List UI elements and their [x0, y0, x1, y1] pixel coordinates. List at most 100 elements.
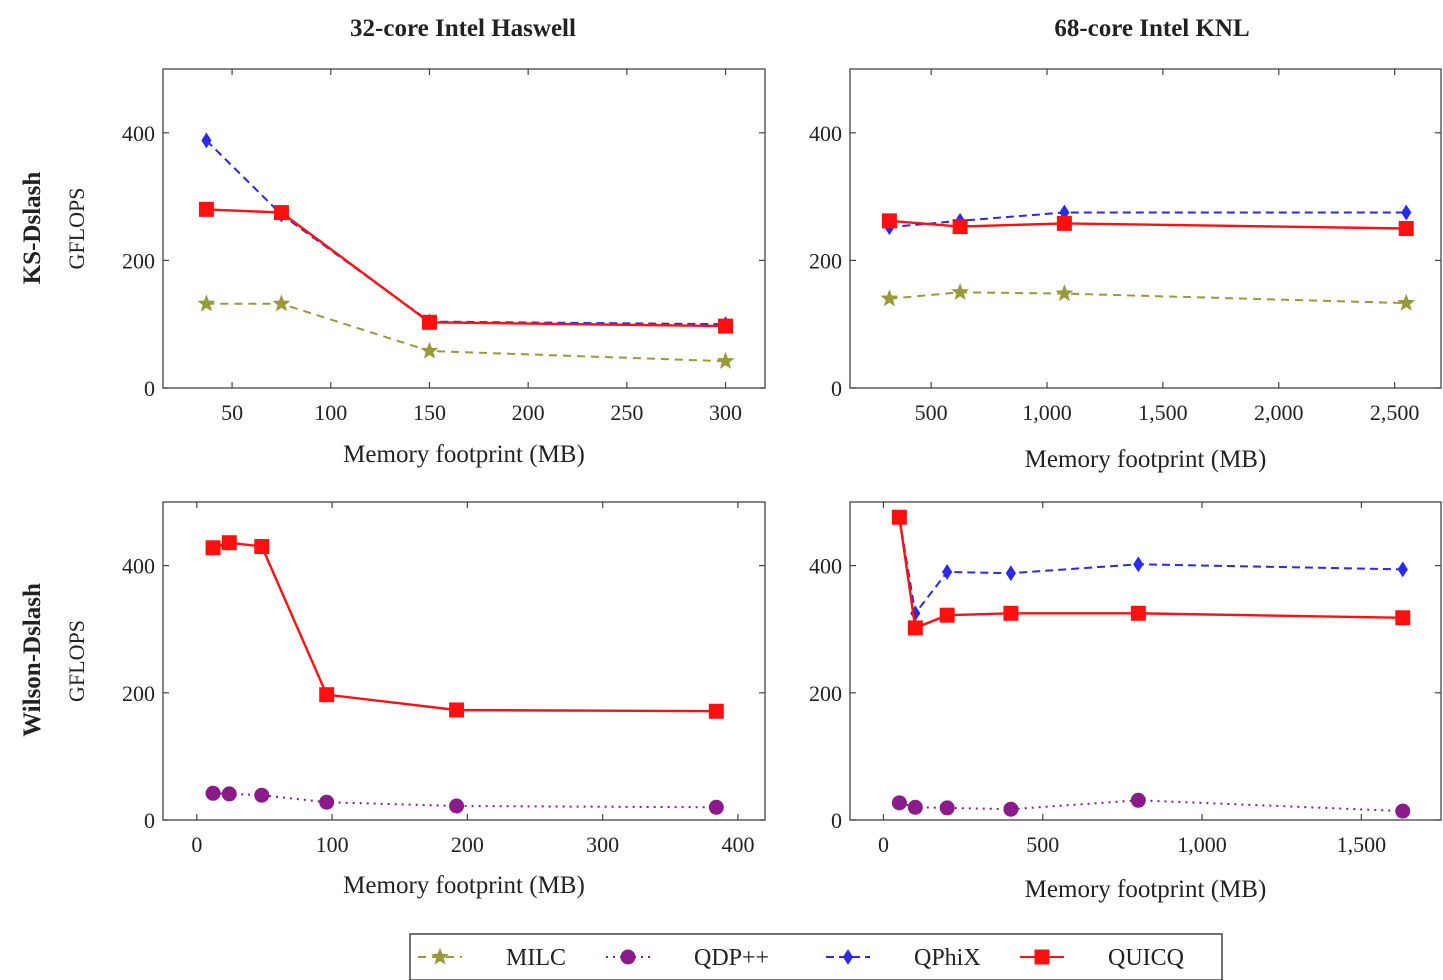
data-point-qphix: [1397, 561, 1408, 578]
legend-label-quicq: QUICQ: [1108, 945, 1184, 971]
y-tick-label: 400: [122, 121, 155, 146]
data-point-qphix: [1133, 556, 1144, 573]
data-point-quicq: [273, 205, 289, 221]
x-tick-label: 150: [413, 400, 446, 425]
data-point-quicq: [708, 703, 724, 719]
data-point-quicq: [1395, 610, 1411, 626]
y-axis-label: GFLOPS: [64, 620, 89, 702]
data-point-qdp: [907, 799, 923, 815]
x-axis-label: Memory footprint (MB): [343, 441, 585, 468]
data-point-milc: [272, 294, 291, 312]
x-tick-label: 300: [709, 400, 742, 425]
y-axis-label: GFLOPS: [64, 188, 89, 270]
data-point-qdp: [891, 795, 907, 811]
data-point-qdp: [205, 785, 221, 801]
legend-label-qdp: QDP++: [694, 945, 769, 971]
y-tick-label: 200: [809, 681, 842, 706]
data-point-milc: [880, 289, 899, 307]
legend-label-milc: MILC: [506, 945, 566, 971]
y-tick-label: 0: [831, 808, 842, 833]
plot-frame: [849, 68, 1442, 389]
data-point-quicq: [254, 539, 270, 555]
column-title-haswell: 32-core Intel Haswell: [350, 15, 576, 42]
series-line-quicq: [889, 219, 1407, 230]
data-point-quicq: [1003, 605, 1019, 621]
y-tick-label: 0: [144, 376, 155, 401]
data-point-quicq: [1398, 221, 1414, 236]
data-point-qdp: [221, 786, 237, 802]
data-point-quicq: [718, 318, 734, 334]
legend: MILC QDP++ QPhiX QUICQ: [409, 933, 1223, 980]
x-tick-label: 400: [721, 832, 754, 857]
x-tick-label: 500: [1026, 832, 1059, 857]
data-point-qdp: [1130, 792, 1146, 808]
series-line-qphix: [889, 211, 1407, 229]
y-tick-label: 200: [122, 248, 155, 273]
series-line-qdp: [899, 799, 1403, 813]
series-line-milc: [889, 291, 1407, 305]
data-point-quicq: [221, 535, 237, 551]
data-point-qdp: [939, 800, 955, 816]
x-axis-label: Memory footprint (MB): [343, 872, 585, 899]
data-point-quicq: [205, 540, 221, 556]
data-point-qdp: [254, 787, 270, 803]
y-tick-label: 200: [809, 248, 842, 273]
data-point-quicq: [421, 314, 437, 330]
data-point-qdp: [319, 794, 335, 810]
y-tick-label: 400: [122, 554, 155, 579]
x-tick-label: 300: [586, 832, 619, 857]
x-tick-label: 0: [878, 832, 889, 857]
x-tick-label: 250: [610, 400, 643, 425]
data-point-milc: [951, 282, 970, 300]
column-title-knl: 68-core Intel KNL: [1054, 15, 1249, 42]
data-point-milc: [420, 341, 439, 359]
data-point-qdp: [449, 798, 465, 814]
data-point-qphix: [1005, 565, 1016, 582]
plot-frame: [849, 501, 1442, 821]
data-point-qphix: [1401, 204, 1412, 221]
data-point-quicq: [891, 509, 907, 525]
data-point-qdp: [1003, 801, 1019, 817]
data-point-milc: [197, 294, 216, 312]
plot-frame: [162, 68, 766, 389]
row-title-ks-dslash: KS-Dslash: [19, 172, 46, 285]
data-point-milc: [1397, 293, 1416, 311]
data-point-quicq: [319, 687, 335, 703]
x-tick-label: 100: [316, 832, 349, 857]
x-tick-label: 1,500: [1337, 832, 1387, 857]
legend-marker-quicq: [1034, 949, 1050, 965]
data-point-qphix: [201, 132, 212, 149]
x-tick-label: 1,000: [1022, 400, 1072, 425]
series-line-qdp: [213, 792, 717, 809]
y-tick-label: 400: [809, 121, 842, 146]
panel-wilson-knl: 0 500 1,000 1,500 0 200 400 Memory footprint (M…: [809, 501, 1442, 903]
x-axis-label: Memory footprint (MB): [1025, 446, 1267, 473]
x-tick-label: 50: [221, 400, 243, 425]
legend-marker-qphix: [842, 949, 854, 965]
x-tick-label: 0: [191, 832, 202, 857]
y-tick-label: 0: [144, 808, 155, 833]
data-point-quicq: [939, 607, 955, 623]
y-tick-label: 400: [809, 554, 842, 579]
x-tick-label: 2,500: [1370, 400, 1420, 425]
data-point-quicq: [881, 213, 897, 229]
data-point-quicq: [907, 620, 923, 636]
panel-wilson-haswell: 0 100 200 300 400 0 200 400 Memory footprint (MB…: [64, 501, 766, 899]
series-line-qphix: [898, 517, 1403, 616]
x-axis-label: Memory footprint (MB): [1025, 876, 1267, 903]
series-line-quicq: [206, 208, 726, 328]
series-line-quicq: [898, 517, 1403, 630]
x-tick-label: 2,000: [1254, 400, 1304, 425]
panel-ks-knl: 500 1,000 1,500 2,000 2,500 0 200 400 Memory foo…: [809, 68, 1442, 473]
series-line-milc: [206, 302, 726, 363]
row-title-wilson-dslash: Wilson-Dslash: [19, 583, 46, 737]
data-point-qdp: [1395, 803, 1411, 819]
legend-marker-qdp: [620, 949, 636, 965]
x-tick-label: 200: [451, 832, 484, 857]
data-point-qphix: [942, 564, 953, 580]
data-point-quicq: [449, 702, 465, 718]
y-tick-label: 0: [831, 376, 842, 401]
data-point-quicq: [198, 201, 214, 217]
plot-frame: [162, 501, 766, 821]
